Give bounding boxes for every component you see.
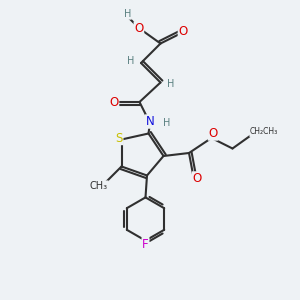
Text: O: O	[134, 22, 143, 35]
Text: H: H	[167, 79, 175, 89]
Text: O: O	[208, 127, 217, 140]
Text: H: H	[163, 118, 170, 128]
Text: CH₂CH₃: CH₂CH₃	[250, 128, 278, 136]
Text: O: O	[110, 95, 118, 109]
Text: F: F	[142, 238, 149, 251]
Text: N: N	[146, 115, 154, 128]
Text: CH₃: CH₃	[90, 181, 108, 191]
Text: H: H	[124, 9, 131, 19]
Text: H: H	[127, 56, 134, 67]
Text: S: S	[116, 131, 123, 145]
Text: O: O	[193, 172, 202, 185]
Text: O: O	[178, 25, 188, 38]
